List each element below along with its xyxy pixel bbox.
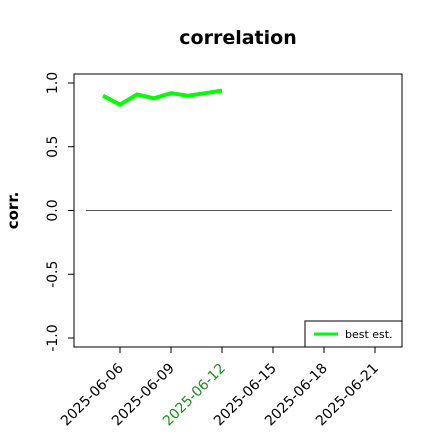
x-axis: 2025-06-062025-06-092025-06-122025-06-15… — [58, 346, 382, 429]
y-axis-label: corr. — [4, 192, 22, 230]
legend: best est. — [304, 320, 403, 348]
y-axis: -1.0 -0.5 0.0 0.5 1.0 — [45, 72, 74, 352]
y-tick-label: -0.5 — [45, 261, 61, 288]
y-tick-label: 0.5 — [45, 136, 61, 158]
legend-label-best-est: best est. — [345, 328, 393, 341]
y-tick-label: 0.0 — [45, 199, 61, 221]
chart-title: correlation — [179, 27, 296, 49]
y-tick-label: 1.0 — [45, 72, 61, 94]
y-tick-label: -1.0 — [45, 324, 61, 351]
series-line-best-est — [102, 88, 223, 107]
series-layer — [102, 88, 223, 107]
